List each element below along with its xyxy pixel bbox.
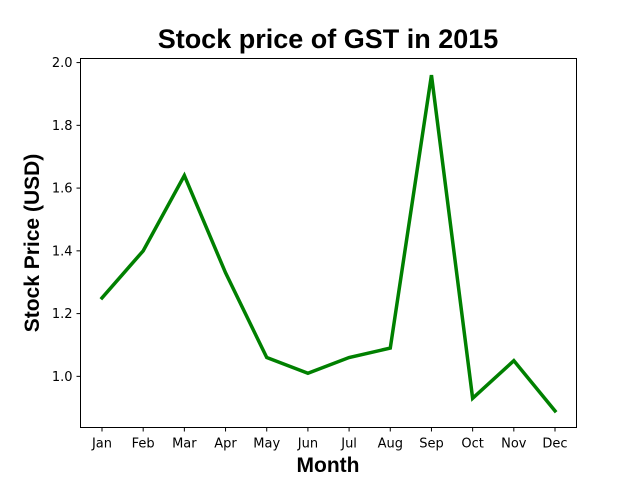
plot-frame [80, 58, 577, 428]
y-tick-label: 1.6 [52, 182, 73, 197]
y-tick-label: 1.4 [52, 244, 73, 259]
y-axis-title: Stock Price (USD) [21, 154, 44, 333]
x-tick-label: Nov [501, 437, 527, 452]
x-tick-label: Dec [542, 437, 567, 452]
y-tick-label: 1.8 [52, 119, 73, 134]
x-tick-label: Sep [419, 437, 444, 452]
x-tick-label: Jan [91, 437, 112, 452]
x-tick-label: May [253, 437, 280, 452]
y-axis: 1.0 1.2 1.4 1.6 1.8 2.0 [52, 56, 81, 385]
x-tick-label: Aug [378, 437, 403, 452]
x-tick-label: Mar [172, 437, 197, 452]
plot-area: 1.0 1.2 1.4 1.6 1.8 2.0 Jan Feb Mar Apr May Jun Jul… [52, 56, 577, 452]
x-tick-label: Apr [214, 437, 237, 452]
x-axis-title: Month [297, 454, 360, 477]
series-line [99, 74, 558, 414]
x-tick-label: Feb [132, 437, 155, 452]
x-axis: Jan Feb Mar Apr May Jun Jul Aug Sep Oct Nov Dec [91, 427, 568, 452]
x-tick-label: Jun [297, 437, 318, 452]
y-tick-label: 2.0 [52, 56, 73, 71]
y-tick-label: 1.0 [52, 370, 73, 385]
x-tick-label: Oct [461, 437, 483, 452]
chart-title: Stock price of GST in 2015 [158, 24, 499, 54]
x-tick-label: Jul [340, 437, 357, 452]
y-tick-label: 1.2 [52, 307, 73, 322]
